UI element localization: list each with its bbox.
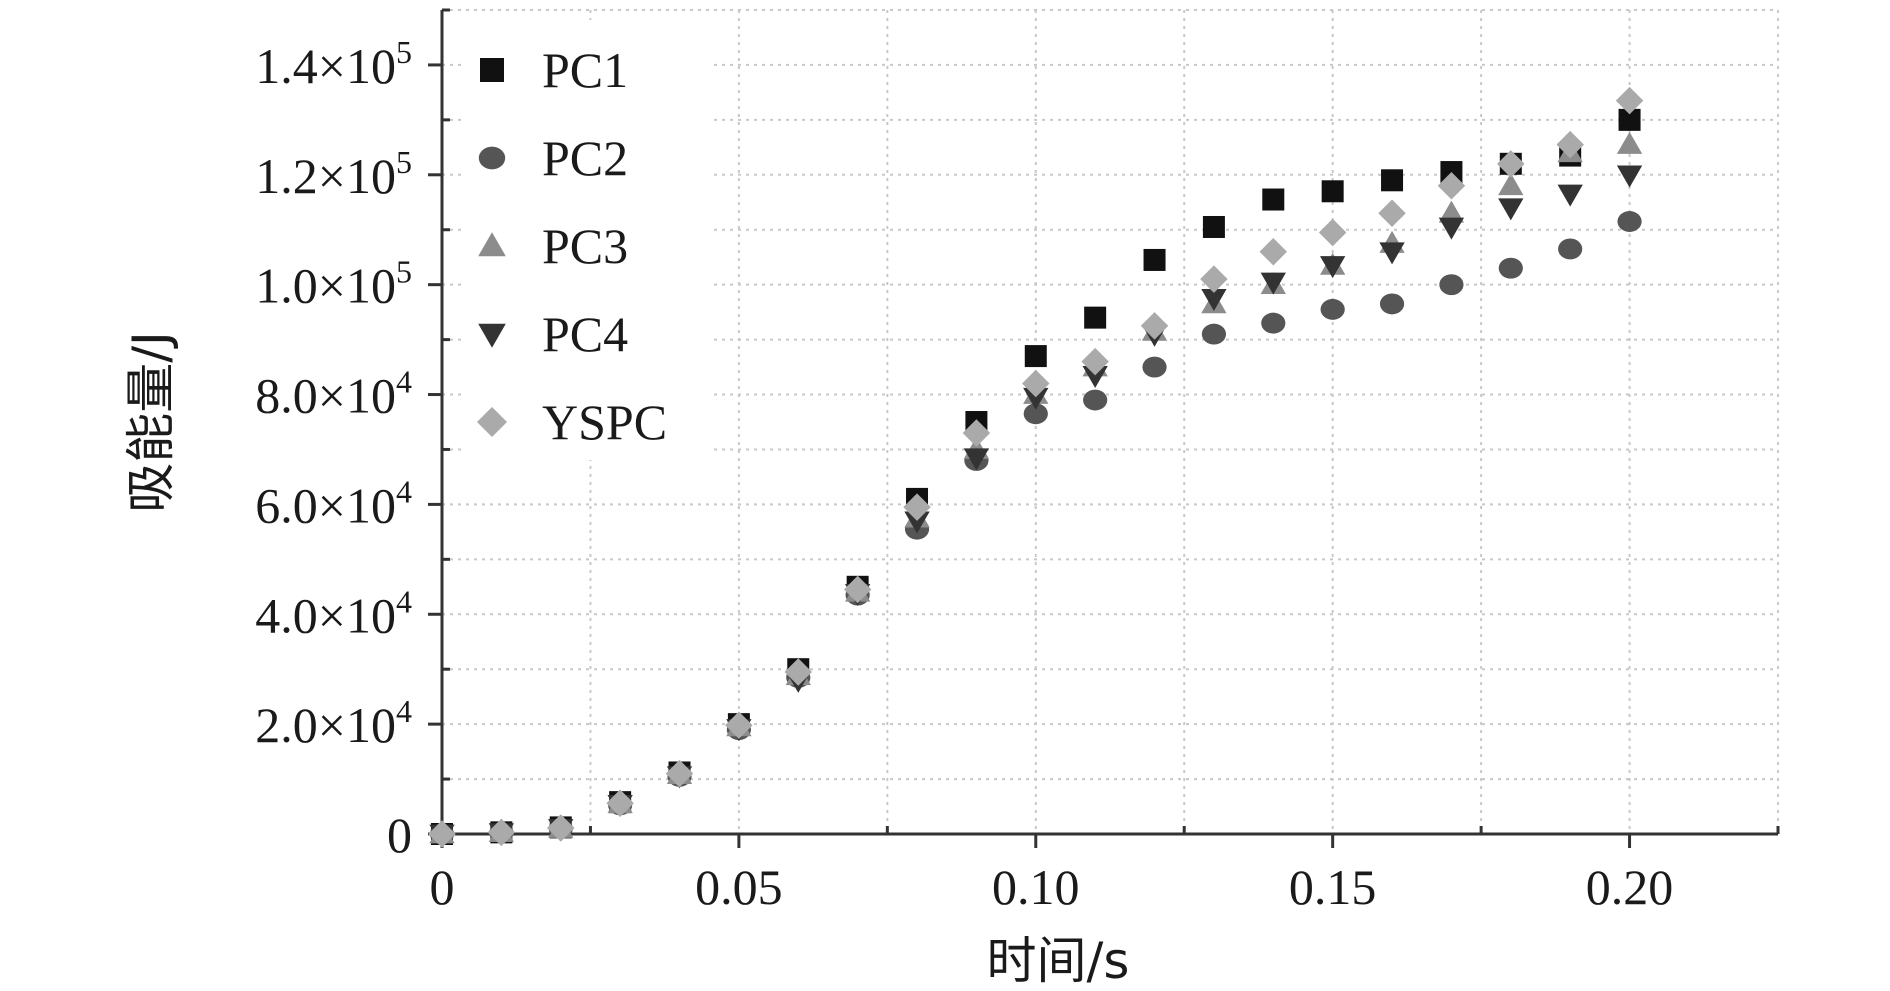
data-point-yspc (1022, 369, 1050, 398)
y-tick-label: 1.4×105 (255, 34, 412, 94)
data-point-pc3 (1616, 131, 1643, 154)
legend-marker-pc4 (478, 323, 506, 348)
data-point-yspc (428, 820, 456, 848)
x-tick-label: 0.20 (1586, 859, 1674, 915)
data-point-yspc (606, 789, 634, 817)
data-point-pc4 (1201, 289, 1227, 312)
data-point-yspc (1437, 172, 1466, 200)
x-ticks: 0 0.05 0.10 0.15 0.20 (430, 834, 1674, 915)
data-point-pc3 (1438, 200, 1465, 223)
data-points (428, 86, 1644, 848)
data-point-yspc (784, 658, 813, 686)
data-point-yspc (1140, 312, 1169, 340)
series-yspc (428, 86, 1644, 848)
legend-item: PC1 (480, 42, 628, 98)
data-point-pc4 (1557, 184, 1583, 207)
data-point-yspc (1497, 150, 1525, 178)
data-point-pc4 (1082, 365, 1108, 388)
grid (442, 9, 1779, 834)
data-point-pc4 (1616, 165, 1643, 188)
data-point-yspc (1200, 265, 1228, 293)
data-point-pc4 (1320, 256, 1346, 279)
data-point-pc4 (904, 511, 930, 534)
legend-item: PC3 (478, 218, 628, 274)
data-point-yspc (1378, 199, 1406, 228)
data-point-yspc (903, 493, 931, 521)
legend-marker-pc1 (480, 58, 504, 82)
data-point-pc3 (1498, 173, 1524, 196)
data-point-pc2 (1617, 211, 1642, 232)
y-tick-label: 8.0×104 (255, 364, 412, 424)
x-axis-label: 时间/s (987, 932, 1130, 990)
data-point-yspc (665, 759, 694, 788)
data-point-yspc (1318, 218, 1347, 247)
legend-label: PC4 (542, 306, 628, 362)
data-point-pc4 (1438, 217, 1465, 240)
data-point-yspc (725, 711, 753, 739)
data-point-pc4 (1260, 272, 1286, 295)
legend: PC1 PC2 PC3 PC4 YSPC (462, 20, 712, 460)
y-tick-label: 1.0×105 (255, 254, 412, 314)
axes (440, 8, 1780, 836)
legend-marker-pc2 (478, 146, 506, 170)
y-tick-label: 4.0×104 (255, 583, 412, 643)
data-point-pc1 (1381, 169, 1404, 192)
data-point-yspc (1615, 86, 1644, 115)
data-point-pc4 (1498, 198, 1524, 221)
data-point-yspc (1081, 347, 1109, 376)
y-axis-label: 吸能量/J (122, 331, 180, 513)
legend-item: PC2 (478, 130, 628, 186)
legend-label: PC1 (542, 42, 628, 98)
data-point-yspc (547, 814, 575, 842)
x-tick-label: 0 (430, 859, 455, 915)
data-point-pc1 (1262, 188, 1285, 211)
x-tick-label: 0.10 (992, 859, 1080, 915)
legend-marker-yspc (477, 407, 507, 437)
y-tick-label: 1.2×105 (255, 144, 412, 204)
legend-item: YSPC (477, 394, 667, 450)
data-point-pc1 (1321, 180, 1344, 203)
data-point-yspc (1556, 130, 1584, 159)
legend-label: PC2 (542, 130, 628, 186)
x-tick-label: 0.15 (1289, 859, 1377, 915)
data-point-pc2 (1083, 389, 1108, 411)
data-point-yspc (962, 419, 991, 447)
data-point-pc1 (1024, 345, 1047, 368)
legend-label: YSPC (542, 394, 667, 450)
data-point-pc2 (1142, 356, 1167, 378)
data-point-pc2 (1261, 312, 1286, 334)
legend-item: PC4 (478, 306, 628, 362)
data-point-pc4 (1379, 242, 1405, 265)
legend-marker-pc3 (478, 232, 506, 257)
data-point-pc2 (1201, 323, 1227, 345)
data-point-pc2 (1320, 298, 1345, 320)
data-point-yspc (487, 818, 516, 847)
y-ticks: 0 2.0×104 4.0×104 6.0×104 8.0×104 1.0×105 1.2×… (255, 34, 442, 863)
y-tick-label: 0 (387, 807, 412, 863)
x-tick-label: 0.05 (695, 859, 783, 915)
data-point-pc2 (1558, 238, 1583, 260)
data-point-pc1 (1084, 306, 1107, 329)
data-point-yspc (1259, 237, 1288, 266)
data-point-pc4 (963, 448, 990, 471)
data-point-yspc (843, 575, 872, 604)
data-point-pc2 (1023, 403, 1048, 425)
data-point-pc1 (1618, 108, 1641, 131)
legend-background (462, 20, 712, 460)
data-point-pc2 (1439, 274, 1464, 296)
y-tick-label: 6.0×104 (255, 473, 412, 533)
data-point-pc4 (1023, 387, 1049, 410)
data-point-pc1 (1143, 248, 1166, 271)
data-point-pc2 (1379, 293, 1405, 315)
data-point-pc2 (1498, 257, 1523, 279)
data-point-pc1 (1202, 215, 1225, 238)
legend-label: PC3 (542, 218, 628, 274)
y-tick-label: 2.0×104 (255, 693, 412, 753)
